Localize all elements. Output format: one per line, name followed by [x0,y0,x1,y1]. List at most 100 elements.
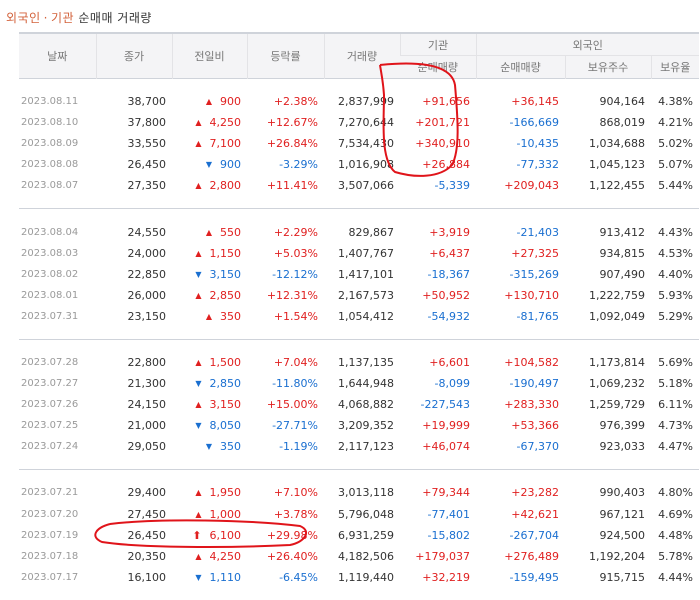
title-foreigner: 외국인 [6,11,41,25]
cell-volume: 7,534,430 [338,137,394,151]
down-triangle-icon: ▼ [205,160,212,170]
down-triangle-icon: ▼ [205,442,212,452]
cell-holdings: 913,412 [599,225,646,239]
cell-close: 29,400 [127,486,167,500]
cell-foreign-net: -21,403 [516,225,559,239]
cell-close: 26,450 [127,528,167,542]
cell-rate: +15.00% [266,398,318,412]
cell-holdings: 904,164 [599,95,646,109]
cell-date: 2023.07.20 [21,508,79,520]
table-row: 2023.07.24 29,050 ▼ 350 -1.19% 2,117,123 +46,0… [19,436,699,457]
limit-up-arrow-icon: ⬆ [192,528,202,542]
up-triangle-icon: ▲ [195,357,202,367]
change-value: 4,250 [209,116,242,130]
cell-rate: +7.10% [273,486,318,500]
header-date: 날짜 [19,33,96,79]
up-triangle-icon: ▲ [195,118,202,128]
spacer-row [19,457,699,470]
change-value: 7,100 [209,137,242,151]
cell-volume: 1,016,908 [338,158,394,172]
cell-date: 2023.07.19 [21,529,79,541]
cell-holding-ratio: 4.38% [658,95,694,109]
change-value: 900 [220,95,241,109]
change-value: 2,800 [209,179,242,193]
cell-change: ▲ 550 [172,221,247,242]
cell-holdings: 1,122,455 [589,179,645,193]
cell-volume: 2,837,999 [338,95,394,109]
table-row: 2023.08.02 22,850 ▼ 3,150 -12.12% 1,417,101 -1… [19,264,699,285]
change-value: 1,110 [209,570,242,584]
cell-foreign-net: -166,669 [509,116,559,130]
table-row: 2023.08.09 33,550 ▲ 7,100 +26.84% 7,534,430 +3… [19,133,699,154]
cell-foreign-net: +42,621 [511,507,559,521]
cell-close: 38,700 [127,95,167,109]
cell-close: 23,150 [127,309,167,323]
table-row: 2023.07.18 20,350 ▲ 4,250 +26.40% 4,182,506 +1… [19,546,699,567]
cell-holdings: 1,259,729 [589,398,645,412]
cell-rate: +5.03% [273,246,318,260]
header-foreign: 외국인 [475,33,700,56]
cell-change: ▲ 2,850 [172,285,247,306]
up-triangle-icon: ▲ [205,311,212,321]
cell-rate: -27.71% [272,419,318,433]
cell-date: 2023.08.08 [21,159,79,171]
cell-change: ▲ 1,500 [172,352,247,373]
up-triangle-icon: ▲ [195,248,202,258]
cell-change: ▲ 350 [172,306,247,327]
table-row: 2023.07.17 16,100 ▼ 1,110 -6.45% 1,119,440 +32… [19,567,699,588]
cell-inst-net: +91,656 [422,95,470,109]
table-row: 2023.07.25 21,000 ▼ 8,050 -27.71% 3,209,352 +1… [19,415,699,436]
cell-change: ⬆ 6,100 [172,525,247,546]
cell-close: 27,350 [127,179,167,193]
cell-inst-net: +50,952 [422,288,470,302]
cell-foreign-net: +276,489 [504,549,559,563]
cell-volume: 1,119,440 [338,570,394,584]
cell-rate: -6.45% [279,570,318,584]
cell-holdings: 1,192,204 [589,549,645,563]
cell-inst-net: +3,919 [429,225,470,239]
cell-volume: 1,054,412 [338,309,394,323]
table-row: 2023.08.04 24,550 ▲ 550 +2.29% 829,867 +3,919 -… [19,221,699,242]
cell-rate: +3.78% [273,507,318,521]
cell-volume: 1,417,101 [338,267,394,281]
cell-holdings: 1,092,049 [589,309,645,323]
cell-rate: -11.80% [272,377,318,391]
cell-inst-net: -227,543 [420,398,470,412]
cell-rate: +2.38% [273,95,318,109]
cell-close: 29,050 [127,440,167,454]
up-triangle-icon: ▲ [195,488,202,498]
cell-holdings: 868,019 [599,116,646,130]
cell-inst-net: +79,344 [422,486,470,500]
table-row: 2023.07.20 27,450 ▲ 1,000 +3.78% 5,796,048 -77… [19,504,699,525]
cell-change: ▼ 900 [172,154,247,175]
cell-holdings: 990,403 [599,486,646,500]
cell-volume: 5,796,048 [338,507,394,521]
cell-holding-ratio: 5.29% [658,309,694,323]
cell-rate: +26.84% [266,137,318,151]
cell-foreign-net: -315,269 [509,267,559,281]
cell-holdings: 1,034,688 [589,137,645,151]
cell-holdings: 1,173,814 [589,355,645,369]
cell-volume: 4,182,506 [338,549,394,563]
cell-holding-ratio: 4.43% [658,225,694,239]
cell-foreign-net: +104,582 [504,355,559,369]
cell-change: ▲ 1,950 [172,482,247,503]
down-triangle-icon: ▼ [195,379,202,389]
title-institution: 기관 [50,11,75,25]
cell-date: 2023.08.02 [21,268,79,280]
up-triangle-icon: ▲ [195,551,202,561]
cell-holdings: 923,033 [599,440,646,454]
change-value: 6,100 [209,528,242,542]
change-value: 3,150 [209,398,242,412]
cell-rate: +11.41% [266,179,318,193]
cell-inst-net: +201,721 [415,116,470,130]
cell-rate: +7.04% [273,355,318,369]
cell-change: ▲ 4,250 [172,546,247,567]
cell-inst-net: -18,367 [427,267,470,281]
cell-rate: -3.29% [279,158,318,172]
header-volume: 거래량 [323,33,400,79]
cell-change: ▲ 7,100 [172,133,247,154]
trading-table: 날짜 종가 전일비 등락률 거래량 기관 외국인 순매매량 순매매량 보유주수 … [19,32,700,588]
cell-volume: 2,117,123 [338,440,394,454]
cell-inst-net: +179,037 [415,549,470,563]
